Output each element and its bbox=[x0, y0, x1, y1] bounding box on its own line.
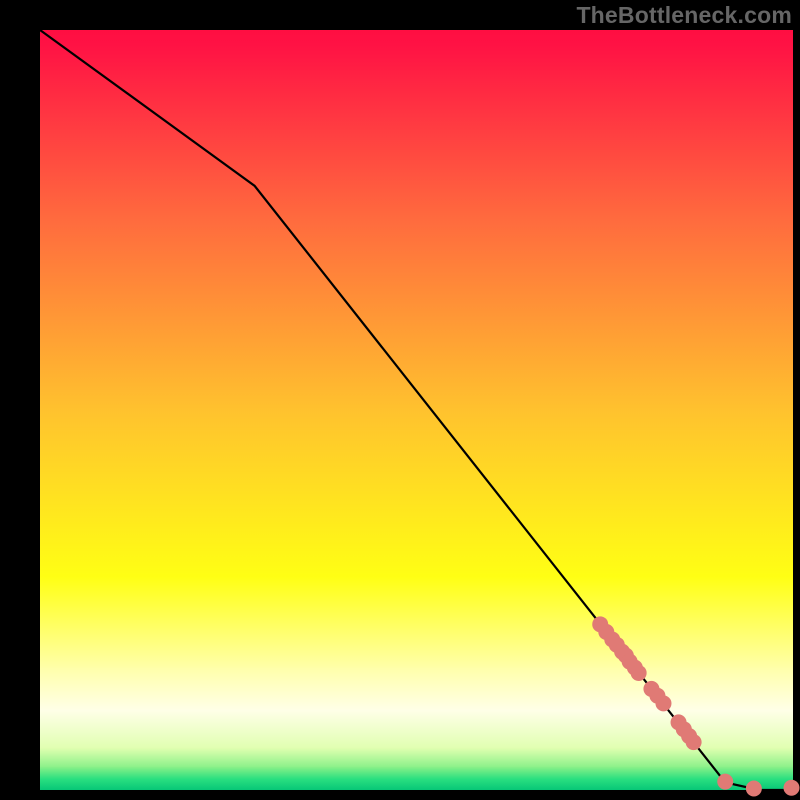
marker-group bbox=[592, 616, 799, 796]
data-marker bbox=[655, 695, 671, 711]
data-marker bbox=[746, 780, 762, 796]
data-marker bbox=[717, 774, 733, 790]
data-marker bbox=[783, 780, 799, 796]
main-curve bbox=[40, 30, 793, 790]
data-marker bbox=[686, 734, 702, 750]
watermark-text: TheBottleneck.com bbox=[576, 2, 792, 29]
data-marker bbox=[631, 665, 647, 681]
chart-overlay bbox=[0, 0, 800, 800]
